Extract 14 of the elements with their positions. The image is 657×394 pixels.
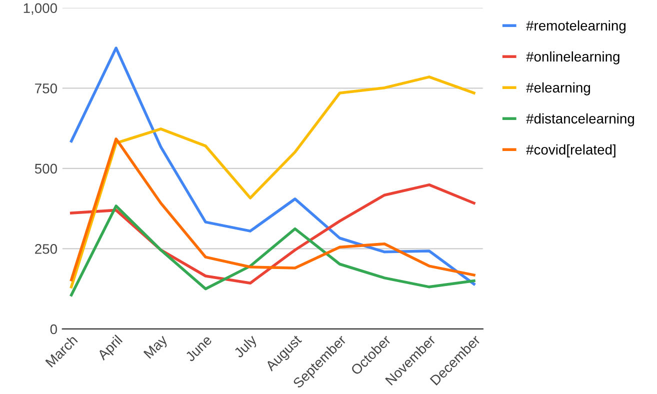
legend-label: #remotelearning	[526, 20, 626, 34]
y-tick-label: 750	[35, 83, 58, 94]
legend-label: #covid[related]	[526, 144, 616, 158]
legend-label: #distancelearning	[526, 113, 634, 126]
y-tick-label: 250	[35, 244, 58, 254]
legend-label: #elearning	[526, 82, 590, 96]
x-tick-label: May	[143, 334, 170, 361]
y-tick-label: 1,000	[24, 3, 58, 15]
line-series	[70, 138, 476, 282]
x-tick-label: July	[232, 334, 260, 360]
line-series	[70, 204, 476, 296]
y-tick-label: 0	[50, 324, 58, 334]
legend-label: #onlinelearning	[526, 51, 620, 64]
y-tick-label: 500	[34, 164, 58, 174]
